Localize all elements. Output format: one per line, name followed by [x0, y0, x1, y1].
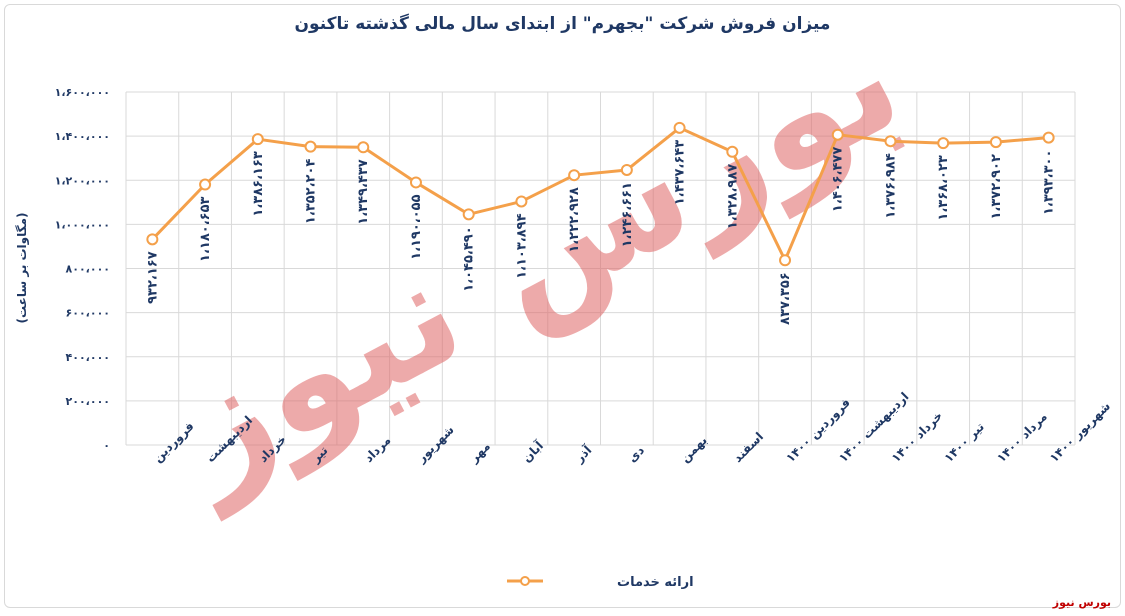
data-point [884, 135, 897, 148]
y-tick-label: ۱،۴۰۰،۰۰۰ [55, 130, 110, 143]
x-tick-label: آبان [519, 437, 547, 465]
y-tick-label: ۴۰۰،۰۰۰ [66, 351, 110, 364]
data-point [199, 178, 212, 191]
data-label: ۱،۳۵۲،۲۰۴ [304, 159, 319, 224]
data-label: ۱،۳۷۲،۹۰۲ [989, 154, 1004, 219]
x-tick-label: مهر [466, 439, 493, 466]
data-point [146, 233, 159, 246]
data-point [251, 133, 264, 146]
y-axis-label: (مگاوات بر ساعت) [15, 212, 30, 323]
data-label: ۱،۳۲۸،۹۸۷ [725, 164, 740, 229]
data-label: ۱،۴۰۶،۴۷۷ [831, 147, 846, 212]
data-point [779, 254, 792, 267]
chart-title: میزان فروش شرکت "بجهرم" از ابتدای سال ما… [294, 14, 831, 34]
data-label: ۱،۲۴۶،۶۶۱ [620, 182, 635, 247]
data-label: ۱،۱۰۳،۸۹۴ [514, 213, 529, 278]
data-label: ۱،۱۸۰،۶۵۳ [198, 196, 213, 261]
data-label: ۱،۳۷۶،۹۸۴ [883, 153, 898, 218]
data-point [726, 145, 739, 158]
data-point [409, 176, 422, 189]
data-point [989, 136, 1002, 149]
y-tick-label: ۲۰۰،۰۰۰ [66, 395, 110, 408]
data-label: ۱،۳۶۸،۰۲۳ [936, 155, 951, 220]
data-point [1042, 131, 1055, 144]
data-point [304, 140, 317, 153]
series-line [151, 126, 1049, 262]
grid-layer [125, 91, 1076, 446]
chart-frame [4, 4, 1121, 608]
series-layer [146, 121, 1055, 267]
data-point [831, 128, 844, 141]
x-tick-label: تیر ۱۴۰۰ [941, 420, 986, 465]
x-tick-label: بهمن [678, 433, 710, 465]
data-label: ۹۳۲،۱۶۷ [145, 251, 160, 304]
data-label: ۱،۰۴۵،۴۹۰ [462, 226, 477, 291]
x-tick-label: دی [625, 443, 647, 465]
y-tick-label: ۱،۶۰۰،۰۰۰ [55, 86, 110, 99]
data-point [568, 169, 581, 182]
data-point [620, 163, 633, 176]
legend: ارائه خدمات [507, 575, 694, 590]
legend-label: ارائه خدمات [617, 575, 694, 590]
data-label: ۱،۳۸۶،۱۶۳ [251, 151, 266, 216]
data-point [515, 195, 528, 208]
data-label-layer: ۹۳۲،۱۶۷ ۱،۱۸۰،۶۵۳ ۱،۳۸۶،۱۶۳ ۱،۳۵۲،۲۰۴ ۱،۳۴۹،… [145, 140, 1056, 325]
data-label: ۱،۳۴۹،۴۳۷ [356, 159, 371, 224]
data-point [462, 208, 475, 221]
brand-label: بورس نیوز [1052, 596, 1111, 609]
x-tick-label: شهریور ۱۴۰۰ [1047, 399, 1114, 466]
data-label: ۸۳۷،۳۵۶ [778, 272, 793, 325]
y-tick-label: ۱،۰۰۰،۰۰۰ [55, 218, 110, 231]
data-point [937, 137, 950, 150]
y-tick-label: ۶۰۰،۰۰۰ [66, 307, 110, 320]
data-label: ۱،۳۹۳،۳۰۰ [1042, 150, 1057, 215]
data-point [673, 121, 686, 134]
x-tick-label: اسفند [731, 429, 767, 465]
y-tick-label: ۰ [103, 439, 110, 452]
legend-swatch-marker [520, 576, 530, 586]
y-tick-label: ۸۰۰،۰۰۰ [66, 263, 110, 276]
data-label: ۱،۴۳۷،۶۴۳ [673, 140, 688, 205]
y-tick-label: ۱،۲۰۰،۰۰۰ [55, 174, 110, 187]
data-label: ۱،۲۲۲،۹۲۸ [567, 187, 582, 252]
data-point [357, 141, 370, 154]
data-label: ۱،۱۹۰،۰۵۵ [409, 194, 424, 259]
